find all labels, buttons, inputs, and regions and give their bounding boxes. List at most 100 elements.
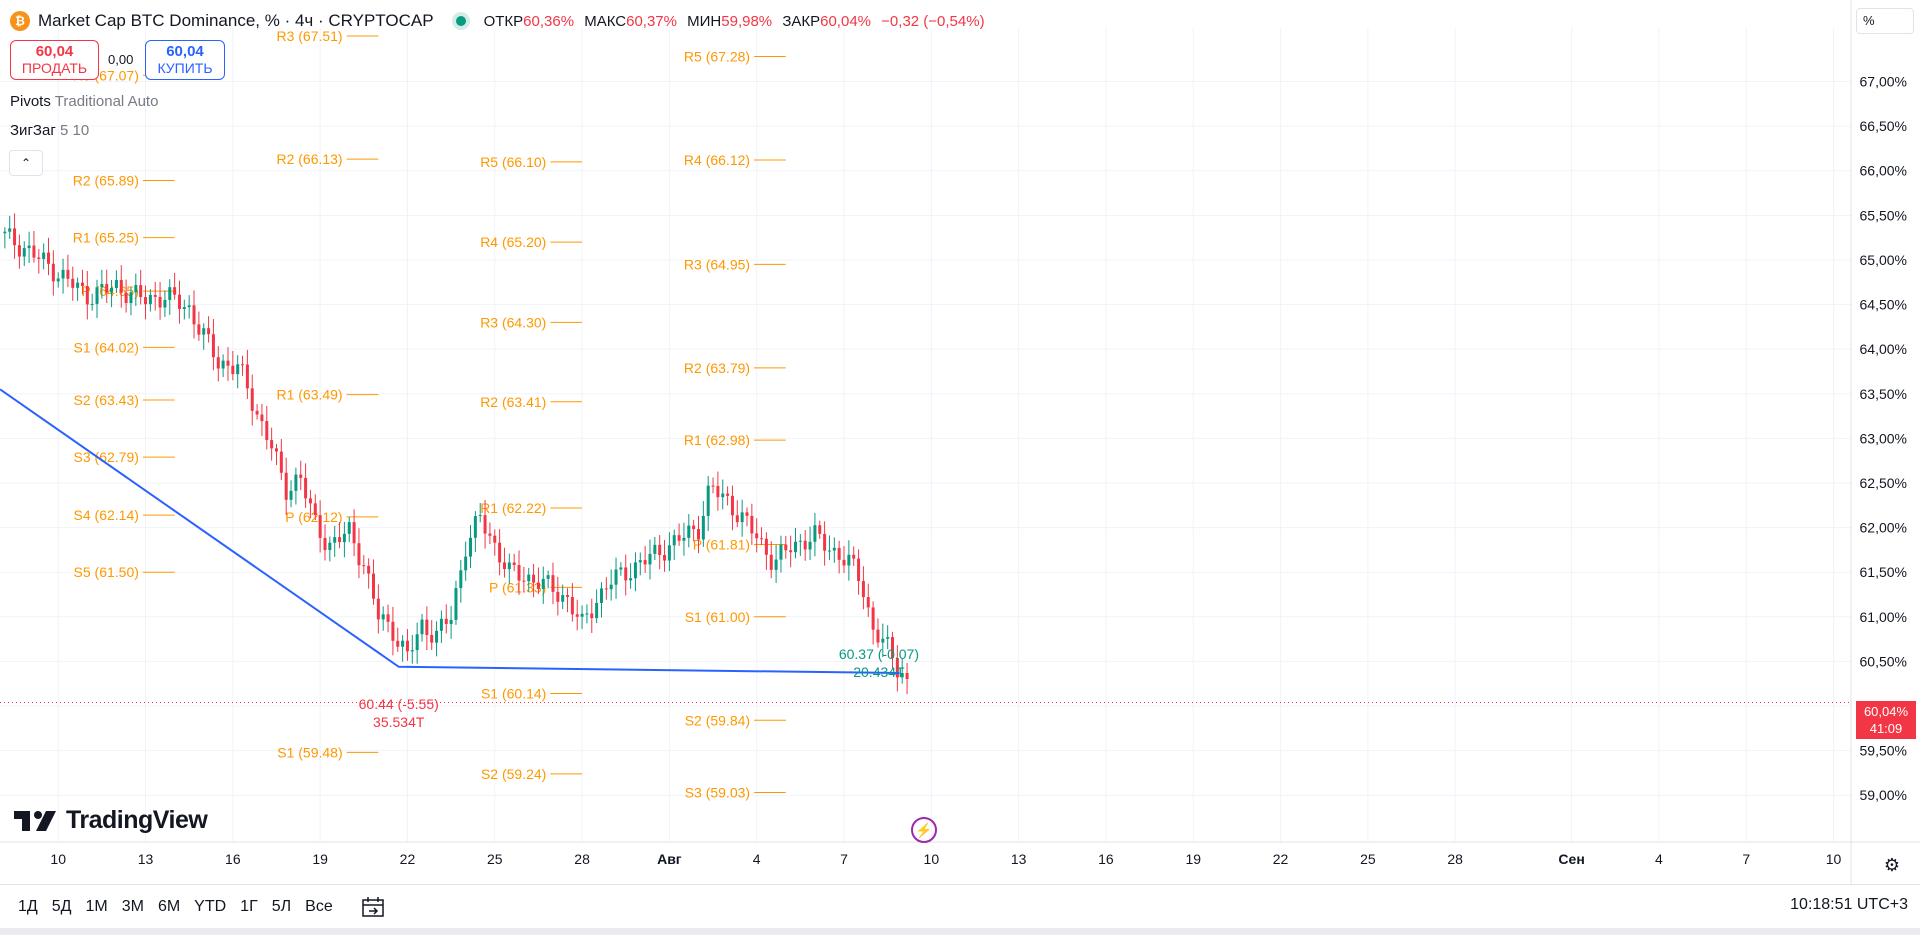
axis-settings-icon[interactable]: ⚙ <box>1883 855 1900 875</box>
ohlc-close-value: 60,04% <box>820 12 871 30</box>
candle-body <box>90 303 94 305</box>
candle-body <box>274 448 278 452</box>
pivot-label: R1 (62.22) <box>480 500 546 516</box>
zigzag-annotation-volume: 20.434T <box>853 664 905 680</box>
candle-body <box>760 538 764 540</box>
range-ytd-button[interactable]: YTD <box>194 898 227 915</box>
pivot-label: S1 (61.00) <box>685 609 750 625</box>
candle-body <box>439 618 443 631</box>
range-3m-button[interactable]: 3М <box>121 898 144 915</box>
x-tick-label: 4 <box>1655 851 1663 867</box>
candle-body <box>672 535 676 546</box>
candle-body <box>721 493 725 498</box>
candle-body <box>100 283 104 288</box>
candle-body <box>401 640 405 647</box>
candle-body <box>8 228 12 232</box>
sell-button[interactable]: 60,04 ПРОДАТЬ <box>10 40 99 80</box>
pivot-label: R1 (63.49) <box>276 387 342 403</box>
lightning-icon[interactable]: ⚡ <box>911 817 937 843</box>
candle-body <box>119 280 123 293</box>
candle-body <box>498 542 502 563</box>
candle-body <box>148 294 152 305</box>
candle-body <box>493 535 497 543</box>
candle-body <box>95 287 99 304</box>
range-1m-button[interactable]: 1М <box>85 898 108 915</box>
price-chart[interactable]: 59,00%59,50%60,00%60,50%61,00%61,50%62,0… <box>0 0 1920 884</box>
candle-body <box>866 597 870 608</box>
symbol-title[interactable]: Market Cap BTC Dominance, % · 4ч · CRYPT… <box>38 11 434 30</box>
buy-button[interactable]: 60,04 КУПИТЬ <box>145 40 225 80</box>
candle-body <box>711 485 715 487</box>
indicator-pivots[interactable]: Pivots Traditional Auto <box>10 93 158 110</box>
tradingview-logo[interactable]: TradingView <box>14 806 208 835</box>
candle-body <box>391 621 395 641</box>
candle-body <box>105 283 109 293</box>
candle-body <box>386 614 390 622</box>
candle-body <box>847 554 851 566</box>
ohlc-close-label: ЗАКР <box>782 12 821 30</box>
range-5d-button[interactable]: 5Д <box>51 898 72 915</box>
candle-body <box>566 595 570 598</box>
range-1y-button[interactable]: 1Г <box>240 898 258 915</box>
candle-body <box>51 263 55 282</box>
candle-body <box>706 485 710 516</box>
candle-body <box>323 537 327 551</box>
candle-body <box>609 584 613 590</box>
candle-body <box>313 503 317 516</box>
candle-body <box>163 299 167 308</box>
candle-body <box>726 493 730 496</box>
candle-body <box>580 613 584 617</box>
price-unit-selector[interactable]: % <box>1856 8 1914 34</box>
candle-body <box>633 562 637 579</box>
zigzag-annotation-volume: 35.534T <box>373 714 425 730</box>
candle-body <box>774 559 778 570</box>
pivot-label: R5 (67.28) <box>684 49 750 65</box>
candle-body <box>818 525 822 534</box>
candle-body <box>17 245 21 257</box>
candle-body <box>696 529 700 540</box>
range-1d-button[interactable]: 1Д <box>18 898 38 915</box>
x-tick-label: 13 <box>138 851 154 867</box>
spread-value: 0,00 <box>108 52 134 67</box>
range-6m-button[interactable]: 6М <box>157 898 181 915</box>
candle-body <box>371 573 375 599</box>
candle-body <box>624 567 628 581</box>
candle-body <box>512 562 516 566</box>
clock-timezone[interactable]: 10:18:51 UTC+3 <box>1790 896 1908 913</box>
range-all-button[interactable]: Все <box>305 898 333 915</box>
pivot-label: S2 (59.24) <box>481 766 546 782</box>
candle-body <box>832 547 836 551</box>
candle-body <box>813 525 817 542</box>
bottom-toolbar: 1Д 5Д 1М 3М 6М YTD 1Г 5Л Все <box>0 884 1920 929</box>
y-tick-label: 63,00% <box>1860 430 1907 446</box>
pivot-label: S1 (64.02) <box>74 339 139 355</box>
candle-body <box>891 637 895 659</box>
x-tick-label: Сен <box>1558 851 1584 867</box>
candle-body <box>284 472 288 500</box>
collapse-legend-button[interactable]: ⌃ <box>9 150 43 176</box>
pivot-label: R4 (66.12) <box>684 152 750 168</box>
candle-body <box>464 556 468 571</box>
candle-body <box>435 630 439 643</box>
candle-body <box>187 305 191 308</box>
calendar-range-icon[interactable] <box>360 895 386 919</box>
candle-body <box>895 658 899 678</box>
x-tick-label: 10 <box>924 851 940 867</box>
x-tick-label: 22 <box>1273 851 1289 867</box>
ohlc-high-value: 60,37% <box>626 12 677 30</box>
y-tick-label: 62,50% <box>1860 475 1907 491</box>
pivot-label: R3 (67.51) <box>276 28 342 44</box>
candle-body <box>745 512 749 516</box>
range-5y-button[interactable]: 5Л <box>271 898 292 915</box>
candle-body <box>425 619 429 635</box>
candle-body <box>556 591 560 602</box>
candle-body <box>405 640 409 652</box>
x-tick-label: 28 <box>574 851 590 867</box>
indicator-zigzag[interactable]: ЗигЗаг 5 10 <box>10 122 89 139</box>
candle-body <box>250 388 254 411</box>
candle-body <box>449 619 453 624</box>
y-tick-label: 66,00% <box>1860 163 1907 179</box>
candle-body <box>110 287 114 293</box>
candle-body <box>241 364 245 366</box>
candle-body <box>22 248 26 257</box>
